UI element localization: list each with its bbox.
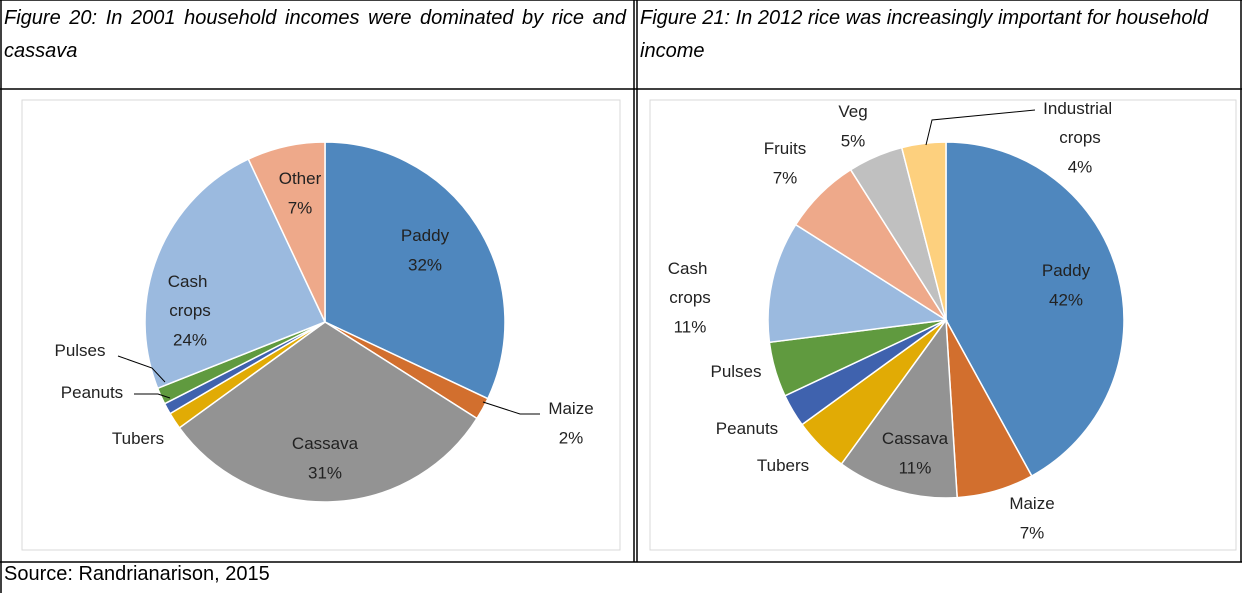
value-label: 31%	[308, 463, 342, 482]
slice-label: Tubers	[757, 456, 809, 475]
value-label: 42%	[1049, 290, 1083, 309]
slice-label: Other	[279, 169, 322, 188]
pie-slice	[144, 158, 327, 390]
value-label: 7%	[288, 198, 313, 217]
chart-frame	[21, 99, 621, 551]
value-label: 32%	[408, 255, 442, 274]
slice-label: Paddy	[401, 226, 450, 245]
slice-label: Pulses	[54, 341, 105, 360]
slice-label: Peanuts	[61, 383, 123, 402]
caption: Figure 21: In 2012 rice was increasingly…	[640, 7, 1209, 62]
value-label: 7%	[1020, 523, 1045, 542]
pie-slice	[900, 141, 947, 321]
slice-label: Industrial crops	[1043, 99, 1117, 147]
value-label: 7%	[773, 168, 798, 187]
pie-slice	[324, 141, 506, 400]
slice-label: Fruits	[764, 139, 807, 158]
leader-line	[482, 401, 540, 415]
pie-slice	[945, 141, 1125, 478]
leader-line	[925, 109, 1036, 146]
slice-label: Cash crops	[668, 259, 712, 307]
slice-label: Peanuts	[716, 419, 778, 438]
leader-line	[117, 355, 166, 383]
pie-slice	[840, 317, 958, 499]
slice-label: Cassava	[882, 429, 949, 448]
pie-slice	[247, 141, 326, 323]
slice-label: Cash crops	[168, 272, 212, 320]
value-label: 2%	[559, 428, 584, 447]
value-label: 11%	[674, 317, 707, 336]
pie-slice	[767, 223, 949, 344]
value-label: 24%	[173, 330, 207, 349]
source: Source: Randrianarison, 2015	[4, 563, 270, 585]
slice-label: Maize	[1009, 494, 1054, 513]
slice-label: Veg	[838, 102, 867, 121]
pie-slice	[178, 321, 479, 503]
slice-label: Tubers	[112, 429, 164, 448]
value-label: 11%	[899, 458, 932, 477]
slice-label: Pulses	[710, 362, 761, 381]
leader-line	[134, 393, 171, 399]
slice-label: Paddy	[1042, 261, 1091, 280]
slice-label: Cassava	[292, 434, 359, 453]
chart-frame	[649, 99, 1237, 551]
value-label: 5%	[841, 131, 866, 150]
slice-label: Maize	[548, 399, 593, 418]
value-label: 4%	[1068, 157, 1093, 176]
caption: Figure 20: In 2001 household incomes wer…	[4, 7, 626, 62]
